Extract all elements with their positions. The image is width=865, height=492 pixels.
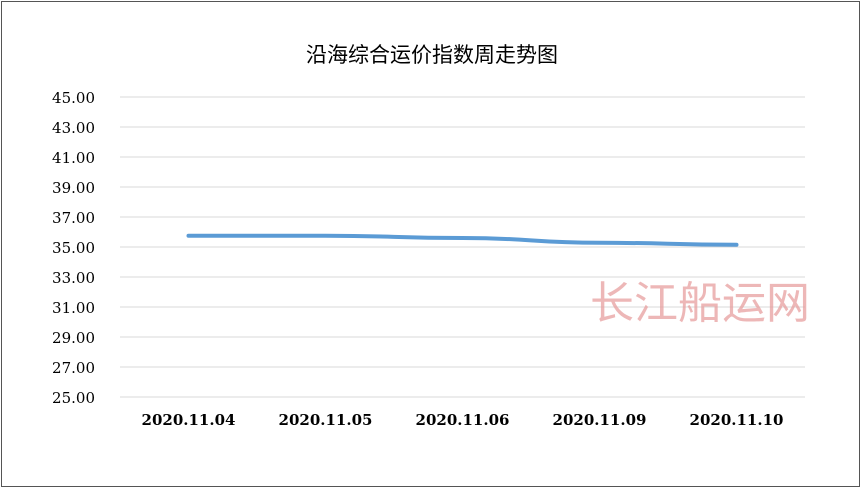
series-line: [186, 233, 739, 247]
y-tick-label: 25.00: [52, 389, 95, 407]
y-tick-label: 29.00: [52, 329, 95, 347]
x-tick-label: 2020.11.06: [416, 411, 510, 429]
y-tick-label: 39.00: [52, 179, 95, 197]
y-tick-label: 41.00: [52, 149, 95, 167]
watermark: 长江船运网: [590, 278, 810, 329]
x-tick-label: 2020.11.04: [142, 411, 236, 429]
y-tick-label: 33.00: [52, 269, 95, 287]
x-tick-label: 2020.11.09: [553, 411, 647, 429]
y-tick-label: 43.00: [52, 119, 95, 137]
y-tick-label: 27.00: [52, 359, 95, 377]
y-tick-label: 37.00: [52, 209, 95, 227]
x-tick-label: 2020.11.05: [279, 411, 373, 429]
y-tick-label: 45.00: [52, 89, 95, 107]
x-tick-label: 2020.11.10: [690, 411, 784, 429]
y-tick-label: 31.00: [52, 299, 95, 317]
y-tick-label: 35.00: [52, 239, 95, 257]
chart-title: 沿海综合运价指数周走势图: [306, 43, 558, 67]
